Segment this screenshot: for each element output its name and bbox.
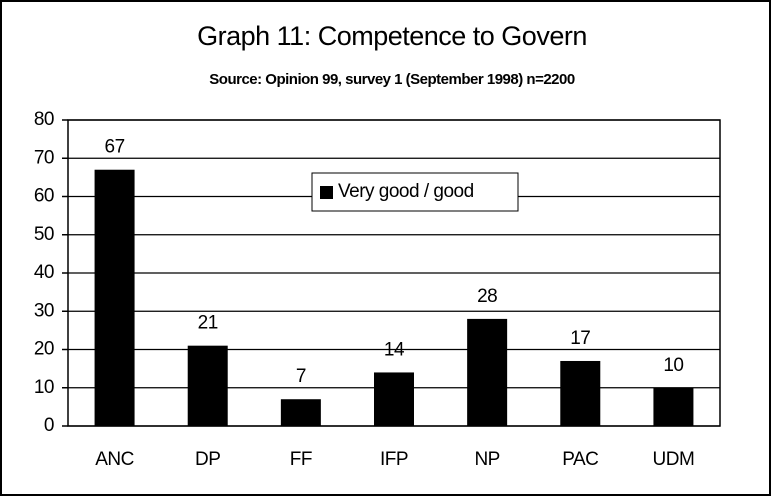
- bar: [653, 387, 694, 426]
- data-label: 14: [384, 339, 405, 360]
- y-tick-label: 20: [34, 339, 54, 360]
- bar: [280, 399, 321, 426]
- x-tick-label: PAC: [562, 449, 598, 470]
- y-tick-label: 40: [34, 262, 54, 283]
- chart-subtitle: Source: Opinion 99, survey 1 (September …: [209, 71, 575, 88]
- data-label: 28: [477, 286, 497, 307]
- bar: [467, 318, 508, 426]
- data-label: 17: [570, 328, 590, 349]
- bar: [560, 360, 601, 426]
- x-tick-label: IFP: [380, 449, 408, 470]
- bar: [374, 372, 414, 426]
- chart-title: Graph 11: Competence to Govern: [197, 21, 587, 51]
- legend-box: [311, 172, 519, 212]
- x-tick-label: FF: [290, 449, 312, 470]
- bar: [187, 345, 228, 426]
- data-label: 67: [105, 137, 125, 158]
- data-label: 10: [663, 355, 683, 376]
- x-tick-label: NP: [474, 449, 499, 470]
- x-tick-label: ANC: [95, 449, 134, 470]
- y-tick-label: 10: [34, 377, 54, 398]
- y-tick-label: 60: [34, 186, 54, 207]
- y-tick-label: 80: [34, 109, 54, 130]
- data-label: 21: [198, 313, 218, 334]
- bar: [94, 169, 135, 426]
- y-tick-label: 50: [34, 224, 54, 245]
- legend-label: Very good / good: [338, 181, 474, 202]
- legend-swatch: [320, 186, 333, 199]
- y-tick-label: 30: [34, 300, 54, 321]
- x-tick-label: UDM: [653, 449, 695, 470]
- y-tick-label: 70: [34, 147, 54, 168]
- y-tick-label: 0: [44, 415, 54, 436]
- x-tick-label: DP: [195, 449, 220, 470]
- data-label: 7: [296, 366, 306, 387]
